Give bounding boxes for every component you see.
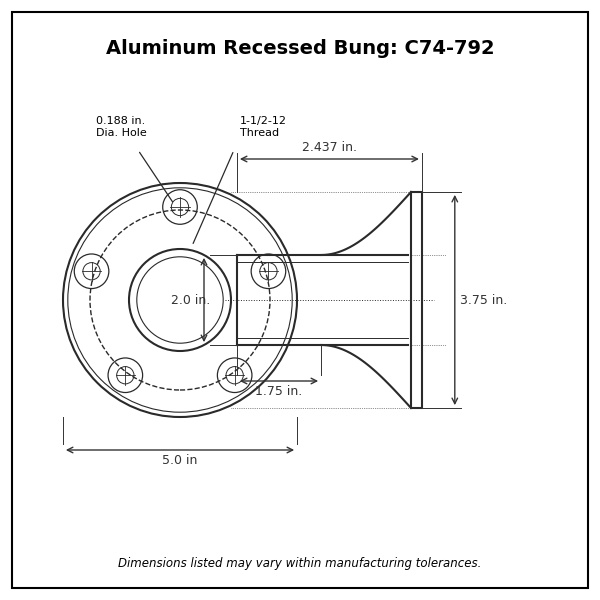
Text: 1.75 in.: 1.75 in. <box>256 385 302 398</box>
Text: 1-1/2-12
Thread: 1-1/2-12 Thread <box>240 116 287 138</box>
Text: Dimensions listed may vary within manufacturing tolerances.: Dimensions listed may vary within manufa… <box>118 557 482 571</box>
FancyBboxPatch shape <box>411 192 422 408</box>
Text: 2.0 in.: 2.0 in. <box>171 293 210 307</box>
Text: 2.437 in.: 2.437 in. <box>302 141 357 154</box>
Text: Aluminum Recessed Bung: C74-792: Aluminum Recessed Bung: C74-792 <box>106 38 494 58</box>
Text: 0.188 in.
Dia. Hole: 0.188 in. Dia. Hole <box>96 116 147 138</box>
Text: 3.75 in.: 3.75 in. <box>460 293 507 307</box>
Text: 5.0 in: 5.0 in <box>163 454 197 467</box>
